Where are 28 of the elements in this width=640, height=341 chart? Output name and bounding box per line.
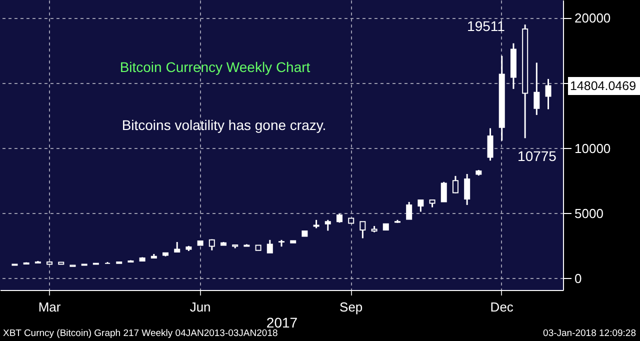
- candlestick: [464, 173, 470, 206]
- candlestick: [545, 78, 552, 110]
- y-tick-label: 10000: [574, 140, 611, 156]
- candlestick: [440, 181, 447, 202]
- candlestick: [418, 199, 424, 212]
- candlestick: [406, 201, 412, 220]
- y-tick-label: 20000: [574, 10, 611, 26]
- text: XBT Curncy (Bitcoin) Graph 217 Weekly 04JAN2013-03JAN2018: [3, 328, 278, 339]
- annotation: 19511: [467, 18, 506, 34]
- candlestick: [360, 220, 366, 239]
- x-tick-label: Sep: [340, 300, 363, 314]
- x-axis-title: 2017: [266, 314, 298, 330]
- candlestick: [174, 241, 180, 253]
- annotation: Bitcoins volatility has gone crazy.: [122, 117, 326, 133]
- annotation: 10775: [518, 148, 557, 164]
- candlestick: [452, 175, 458, 194]
- y-tick-label: 0: [574, 270, 582, 286]
- text: 14804.0469: [570, 79, 636, 93]
- x-tick-label: Mar: [38, 300, 62, 314]
- candlestick: [487, 127, 494, 162]
- text: 03-Jan-2018 12:09:28: [543, 328, 636, 339]
- y-tick-label: 5000: [574, 206, 604, 221]
- x-tick-label: Jun: [190, 300, 211, 314]
- candlestick: [324, 219, 331, 232]
- candlestick: [266, 239, 273, 254]
- x-tick-label: Dec: [490, 300, 514, 314]
- candlestick: [534, 62, 540, 116]
- text: Bitcoin Currency Weekly Chart: [120, 59, 310, 75]
